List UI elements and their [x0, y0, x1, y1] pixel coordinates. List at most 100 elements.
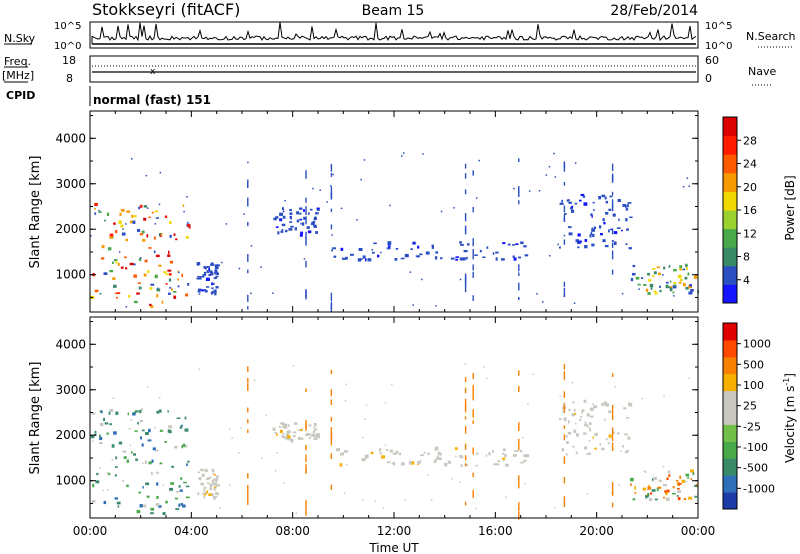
- colorbar-tick-label: -25: [743, 420, 761, 433]
- noise-cell: [513, 187, 515, 190]
- data-cell-region-0: [155, 254, 160, 258]
- data-cell-region-3: [502, 452, 505, 455]
- noise-cell: [440, 210, 443, 213]
- data-cell-region-3: [497, 460, 501, 463]
- data-cell-region-0: [148, 428, 151, 433]
- noise-cell: [142, 462, 144, 465]
- noise-cell: [212, 472, 214, 474]
- data-cell-region-2: [276, 433, 278, 436]
- data-cell-region-5: [684, 276, 688, 280]
- noise-cell: [360, 178, 362, 181]
- data-cell-region-3: [386, 247, 391, 250]
- data-cell-region-4: [584, 239, 588, 242]
- data-cell-region-0: [137, 282, 141, 284]
- colorbar-segment: [723, 284, 737, 304]
- data-cell-region-1: [207, 482, 210, 485]
- data-cell-region-3: [361, 458, 366, 462]
- data-cell-region-2: [311, 433, 315, 437]
- data-cell-region-0: [116, 501, 121, 505]
- data-cell-region-4: [592, 201, 595, 204]
- data-cell-region-2: [292, 434, 296, 438]
- data-cell-region-2: [289, 209, 292, 212]
- colorbar-tick-label: 20: [743, 181, 757, 194]
- data-cell-region-3: [398, 452, 402, 456]
- data-cell-region-2: [314, 428, 318, 431]
- data-cell-region-3: [379, 448, 382, 452]
- data-cell-region-3: [495, 251, 499, 254]
- data-cell-region-5: [677, 497, 681, 501]
- data-cell-region-4: [581, 412, 583, 414]
- data-cell-region-4: [594, 432, 598, 436]
- data-cell-region-0: [94, 202, 98, 206]
- data-cell-region-0: [95, 480, 100, 484]
- ytick-label: 3000: [55, 383, 86, 397]
- data-cell-region-3: [520, 241, 524, 245]
- data-cell-region-0: [182, 204, 185, 207]
- noise-cell: [389, 204, 391, 207]
- data-cell-region-3: [435, 251, 438, 254]
- noise-cell: [427, 474, 429, 476]
- data-cell-region-0: [171, 465, 174, 468]
- data-cell-region-4: [624, 451, 628, 454]
- streak-cell: [305, 216, 307, 225]
- streak-cell: [472, 388, 474, 396]
- noise-cell: [559, 395, 562, 397]
- data-cell-region-4: [627, 202, 632, 204]
- cpid-label: CPID: [6, 89, 35, 102]
- data-cell-region-0: [131, 451, 133, 454]
- data-cell-region-0: [188, 226, 191, 229]
- data-cell-region-0: [134, 430, 138, 432]
- data-cell-region-5: [679, 268, 682, 271]
- data-cell-region-3: [420, 454, 424, 457]
- ytick-label: 1000: [55, 268, 86, 282]
- data-cell-region-2: [297, 436, 301, 440]
- data-cell-region-5: [630, 278, 634, 282]
- data-cell-region-5: [683, 498, 686, 501]
- streak-cell: [305, 295, 307, 300]
- data-cell-region-5: [647, 493, 650, 496]
- data-cell-region-3: [387, 461, 391, 464]
- data-cell-region-4: [590, 213, 593, 216]
- streak-cell: [611, 373, 614, 377]
- noise-cell: [146, 207, 149, 209]
- data-cell-region-4: [558, 418, 562, 420]
- data-cell-region-5: [634, 491, 637, 494]
- data-cell-region-0: [104, 219, 106, 222]
- data-cell-region-3: [475, 464, 478, 467]
- noise-cell: [673, 295, 675, 297]
- data-cell-region-0: [187, 460, 190, 463]
- data-cell-region-4: [573, 408, 576, 413]
- data-cell-region-5: [665, 284, 669, 289]
- streak-cell: [563, 182, 566, 186]
- data-cell-region-0: [167, 269, 172, 272]
- data-cell-region-0: [144, 504, 147, 508]
- data-cell-region-1: [210, 262, 214, 265]
- data-cell-region-0: [145, 432, 149, 435]
- noise-cell: [409, 463, 411, 465]
- station-title: Stokkseyri (fitACF): [92, 0, 240, 19]
- data-cell-region-3: [333, 255, 337, 258]
- noise-cell: [374, 500, 377, 502]
- freq-strip: Freq. [MHz] 18 8 60 0 Nave x: [2, 54, 776, 86]
- data-cell-region-4: [579, 418, 582, 422]
- data-cell-region-3: [400, 462, 405, 466]
- streak-cell: [464, 501, 467, 506]
- noise-cell: [686, 177, 689, 179]
- streak-cell: [464, 227, 467, 235]
- data-cell-region-4: [589, 415, 594, 418]
- data-cell-region-3: [417, 245, 420, 249]
- data-cell-region-1: [205, 469, 207, 472]
- noise-cell: [548, 165, 551, 168]
- data-cell-region-0: [149, 303, 152, 306]
- streak-cell: [464, 398, 467, 408]
- data-cell-region-0: [107, 247, 112, 251]
- data-cell-region-3: [493, 463, 497, 466]
- data-cell-region-0: [179, 489, 183, 492]
- xtick-label: 12:00: [377, 524, 412, 538]
- data-cell-region-2: [272, 427, 276, 431]
- data-cell-region-0: [186, 236, 189, 239]
- data-cell-region-2: [294, 227, 297, 231]
- data-cell-region-0: [111, 444, 115, 448]
- streak-cell: [563, 391, 566, 398]
- data-cell-region-1: [213, 473, 216, 476]
